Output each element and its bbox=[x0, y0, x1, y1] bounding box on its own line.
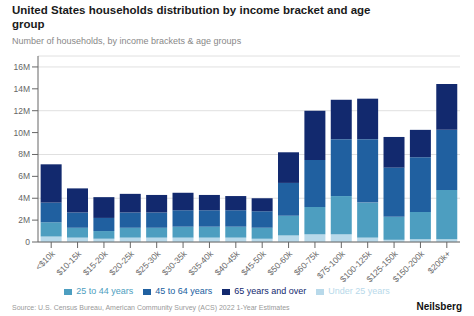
svg-text:$45-50k: $45-50k bbox=[239, 248, 268, 277]
html-text:Source: U.S. Census Bureau, Am: Source: U.S. Census Bureau, American Com… bbox=[12, 304, 290, 311]
svg-text:$40-45k: $40-45k bbox=[213, 248, 242, 277]
svg-text:8M: 8M bbox=[18, 149, 30, 159]
html-text:45 to 64 years: 45 to 64 years bbox=[155, 286, 213, 296]
svg-text:4M: 4M bbox=[18, 193, 30, 203]
svg-text:$125-150k: $125-150k bbox=[364, 248, 400, 285]
svg-text:$35-40k: $35-40k bbox=[186, 248, 215, 277]
svg-text:$50-60k: $50-60k bbox=[265, 248, 294, 277]
svg-text:6M: 6M bbox=[18, 171, 30, 181]
html-text:Neilsberg: Neilsberg bbox=[416, 301, 462, 312]
html-text:group: group bbox=[12, 17, 45, 30]
svg-text:$75-100k: $75-100k bbox=[314, 248, 347, 281]
svg-text:$20-25k: $20-25k bbox=[107, 248, 136, 277]
html-text:United States households distr: United States households distribution by… bbox=[12, 4, 371, 16]
svg-text:0: 0 bbox=[25, 237, 30, 247]
svg-text:$15-20k: $15-20k bbox=[81, 248, 110, 277]
html-text:65 years and over: 65 years and over bbox=[234, 286, 307, 296]
svg-text:$200k+: $200k+ bbox=[426, 249, 453, 276]
svg-text:$100-125k: $100-125k bbox=[337, 248, 374, 285]
svg-text:$60-75k: $60-75k bbox=[291, 248, 321, 278]
html-text:25 to 44 years: 25 to 44 years bbox=[76, 286, 134, 296]
svg-text:12M: 12M bbox=[13, 106, 30, 116]
svg-text:$30-35k: $30-35k bbox=[160, 248, 189, 277]
svg-text:$10-15k: $10-15k bbox=[54, 248, 83, 277]
svg-text:<$10k: <$10k bbox=[33, 248, 57, 272]
svg-text:16M: 16M bbox=[13, 62, 30, 72]
svg-text:14M: 14M bbox=[13, 84, 30, 94]
svg-text:2M: 2M bbox=[18, 215, 30, 225]
svg-text:$25-30k: $25-30k bbox=[134, 248, 163, 277]
svg-text:10M: 10M bbox=[13, 128, 30, 138]
html-text:Under 25 years: Under 25 years bbox=[328, 286, 390, 296]
svg-text:$150-200k: $150-200k bbox=[391, 248, 427, 284]
html-text:Number of households, by incom: Number of households, by income brackets… bbox=[12, 36, 242, 46]
